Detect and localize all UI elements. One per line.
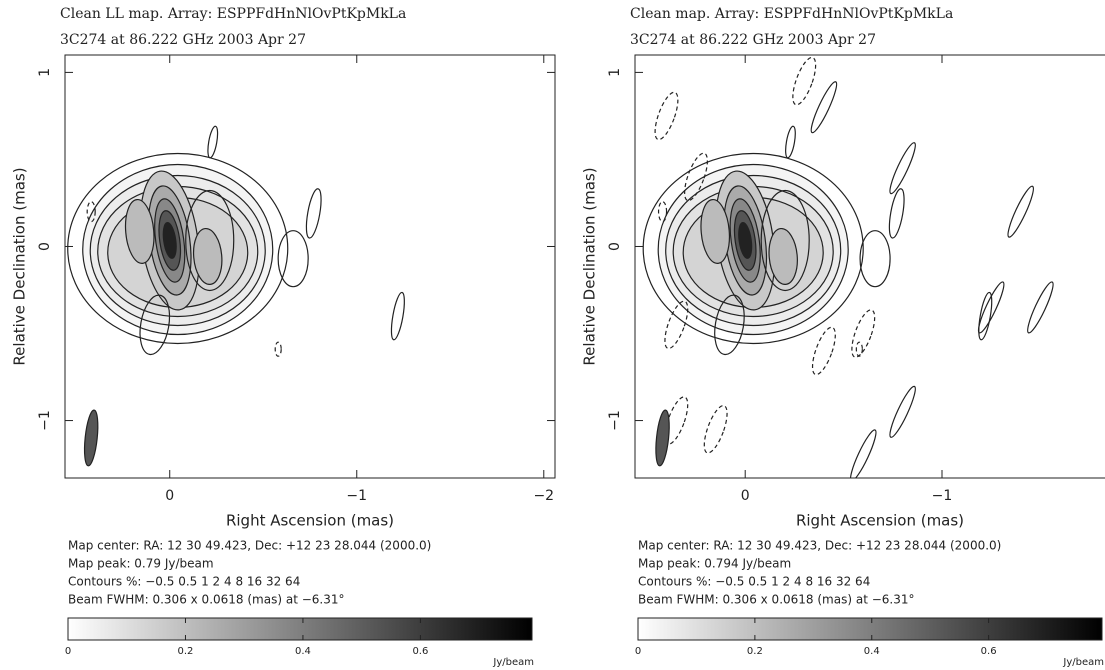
contour bbox=[811, 326, 836, 376]
y-tick-label: 0 bbox=[607, 242, 623, 251]
contour bbox=[655, 409, 670, 467]
note: Map peak: 0.79 Jy/beam bbox=[68, 557, 214, 571]
colorbar-tick-label: 0.4 bbox=[864, 646, 880, 657]
x-tick-label: 0 bbox=[165, 488, 174, 504]
contour bbox=[664, 396, 689, 445]
y-tick-label: 1 bbox=[607, 68, 623, 77]
colorbar-label: Jy/beam bbox=[1062, 657, 1104, 668]
panel: Clean LL map. Array: ESPPFdHnNlOvPtKpMkL… bbox=[11, 6, 556, 668]
contour bbox=[978, 291, 993, 341]
colorbar bbox=[67, 617, 533, 641]
subtitle: 3C274 at 86.222 GHz 2003 Apr 27 bbox=[60, 32, 306, 48]
contour bbox=[664, 300, 689, 350]
plot-frame bbox=[634, 54, 1105, 479]
colorbar-tick-label: 0.6 bbox=[981, 646, 997, 657]
contour bbox=[768, 227, 798, 286]
contour bbox=[700, 198, 731, 264]
note: Contours %: −0.5 0.5 1 2 4 8 16 32 64 bbox=[68, 575, 300, 589]
note: Map peak: 0.794 Jy/beam bbox=[638, 557, 791, 571]
contour bbox=[977, 281, 1005, 334]
contour bbox=[714, 294, 745, 356]
contour bbox=[654, 91, 679, 141]
contour bbox=[888, 188, 905, 239]
contour bbox=[274, 341, 282, 357]
colorbar-tick-label: 0.4 bbox=[295, 646, 311, 657]
contour bbox=[207, 125, 219, 159]
colorbar bbox=[637, 617, 1103, 641]
y-tick-label: 0 bbox=[37, 242, 53, 251]
x-axis-label: Right Ascension (mas) bbox=[226, 512, 394, 530]
contour bbox=[83, 409, 99, 467]
contour bbox=[124, 198, 155, 264]
contour bbox=[1027, 281, 1054, 334]
contours bbox=[642, 56, 1054, 478]
contour bbox=[684, 152, 708, 202]
x-tick-label: 0 bbox=[741, 488, 750, 504]
y-axis-label: Relative Declination (mas) bbox=[581, 167, 599, 365]
y-tick-label: −1 bbox=[607, 410, 623, 431]
contour bbox=[657, 201, 668, 223]
contour bbox=[785, 125, 796, 159]
contour bbox=[390, 291, 405, 341]
note: Contours %: −0.5 0.5 1 2 4 8 16 32 64 bbox=[638, 575, 870, 589]
contour bbox=[305, 188, 322, 239]
colorbar-tick-label: 0.6 bbox=[412, 646, 428, 657]
contour bbox=[760, 189, 810, 292]
contour bbox=[1007, 185, 1034, 238]
contour bbox=[192, 227, 223, 286]
contour bbox=[738, 222, 753, 259]
contour bbox=[792, 56, 817, 106]
x-tick-label: −2 bbox=[533, 488, 554, 504]
colorbar-tick-label: 0.2 bbox=[747, 646, 763, 657]
note: Map center: RA: 12 30 49.423, Dec: +12 2… bbox=[638, 539, 1001, 553]
title: Clean map. Array: ESPPFdHnNlOvPtKpMkLa bbox=[630, 6, 953, 22]
colorbar-tick-label: 0.2 bbox=[178, 646, 194, 657]
contour bbox=[277, 230, 309, 288]
contour bbox=[855, 341, 863, 357]
contour bbox=[889, 385, 916, 438]
panel: Clean map. Array: ESPPFdHnNlOvPtKpMkLa 3C… bbox=[581, 6, 1105, 668]
contour bbox=[162, 222, 177, 259]
colorbar-tick-label: 0 bbox=[635, 646, 641, 657]
note: Map center: RA: 12 30 49.423, Dec: +12 2… bbox=[68, 539, 431, 553]
contour bbox=[703, 405, 728, 454]
contour bbox=[851, 309, 876, 358]
y-tick-label: −1 bbox=[37, 410, 53, 431]
contour bbox=[185, 189, 235, 292]
contour bbox=[139, 294, 171, 356]
note: Beam FWHM: 0.306 x 0.0618 (mas) at −6.31… bbox=[638, 593, 914, 607]
x-tick-label: −1 bbox=[346, 488, 367, 504]
contour bbox=[889, 142, 916, 195]
x-tick-label: −1 bbox=[932, 488, 953, 504]
plot-frame bbox=[64, 54, 556, 479]
contour bbox=[850, 429, 877, 478]
note: Beam FWHM: 0.306 x 0.0618 (mas) at −6.31… bbox=[68, 593, 344, 607]
subtitle: 3C274 at 86.222 GHz 2003 Apr 27 bbox=[630, 32, 876, 48]
y-tick-label: 1 bbox=[37, 68, 53, 77]
colorbar-label: Jy/beam bbox=[492, 657, 534, 668]
title: Clean LL map. Array: ESPPFdHnNlOvPtKpMkL… bbox=[60, 6, 406, 22]
contours bbox=[67, 125, 405, 467]
contour bbox=[86, 201, 96, 223]
contour bbox=[859, 230, 891, 288]
contour bbox=[810, 81, 838, 134]
x-axis-label: Right Ascension (mas) bbox=[796, 512, 964, 530]
y-axis-label: Relative Declination (mas) bbox=[11, 167, 29, 365]
colorbar-tick-label: 0 bbox=[65, 646, 71, 657]
